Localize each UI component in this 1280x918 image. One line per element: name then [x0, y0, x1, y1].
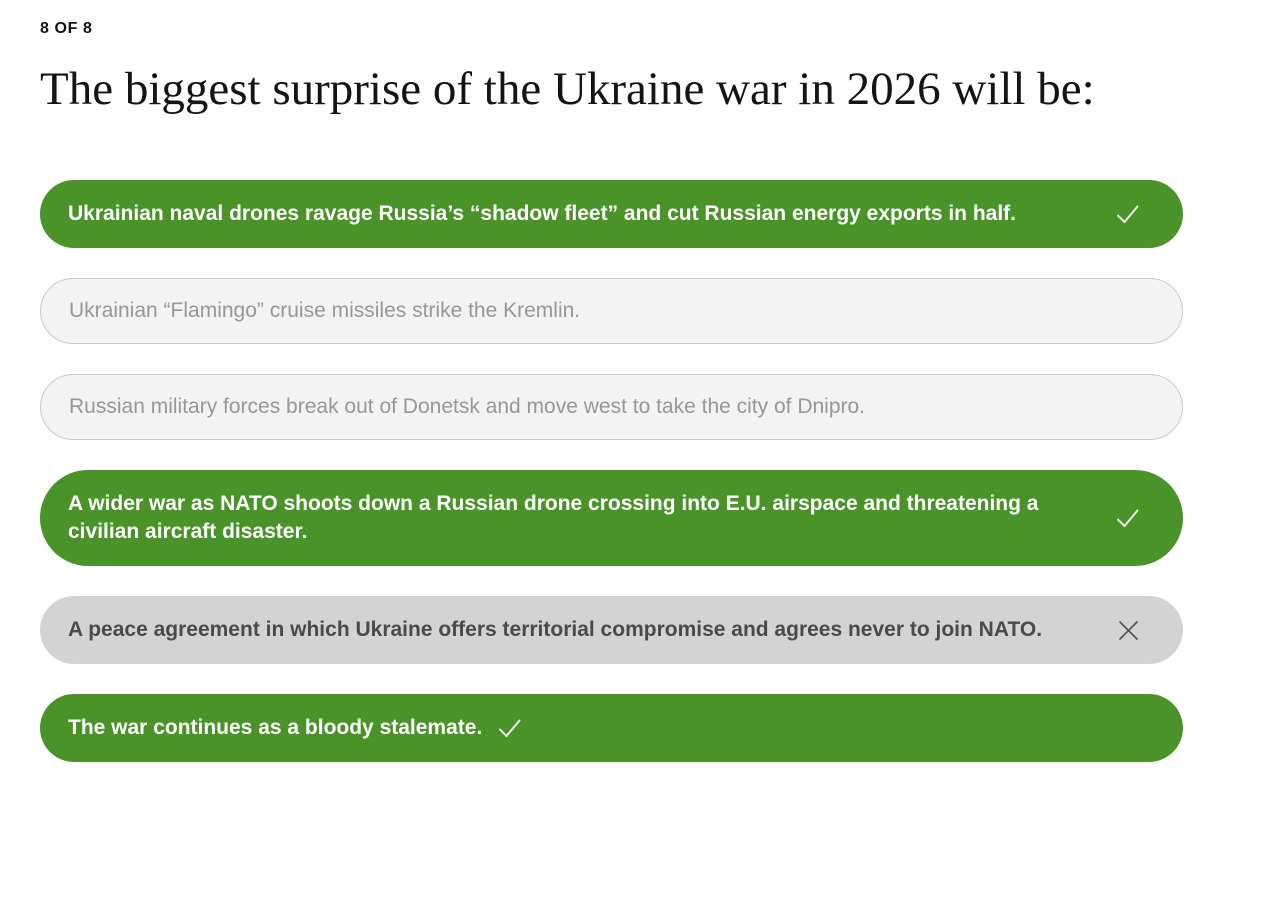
answer-option-label: A peace agreement in which Ukraine offer…	[68, 618, 1043, 641]
answer-option-label: Russian military forces break out of Don…	[69, 395, 866, 418]
answer-option-3[interactable]: Russian military forces break out of Don…	[40, 374, 1183, 440]
answer-option-4[interactable]: A wider war as NATO shoots down a Russia…	[40, 470, 1183, 566]
answer-option-5[interactable]: A peace agreement in which Ukraine offer…	[40, 596, 1183, 664]
x-icon	[1116, 618, 1141, 643]
check-icon	[496, 715, 523, 742]
question-progress: 8 OF 8	[40, 20, 93, 37]
answer-option-6[interactable]: The war continues as a bloody stalemate.	[40, 694, 1183, 762]
answer-option-label: The war continues as a bloody stalemate.	[68, 716, 483, 739]
answer-option-2[interactable]: Ukrainian “Flamingo” cruise missiles str…	[40, 278, 1183, 344]
check-icon	[1114, 505, 1141, 532]
check-icon	[1114, 201, 1141, 228]
answer-option-label: A wider war as NATO shoots down a Russia…	[68, 492, 1039, 543]
quiz-question-card: 8 OF 8 The biggest surprise of the Ukrai…	[40, 20, 1183, 762]
answer-option-label: Ukrainian naval drones ravage Russia’s “…	[68, 202, 1017, 225]
answer-option-label: Ukrainian “Flamingo” cruise missiles str…	[69, 299, 581, 322]
options-list: Ukrainian naval drones ravage Russia’s “…	[40, 180, 1183, 762]
question-title: The biggest surprise of the Ukraine war …	[40, 63, 1095, 115]
answer-option-1[interactable]: Ukrainian naval drones ravage Russia’s “…	[40, 180, 1183, 248]
